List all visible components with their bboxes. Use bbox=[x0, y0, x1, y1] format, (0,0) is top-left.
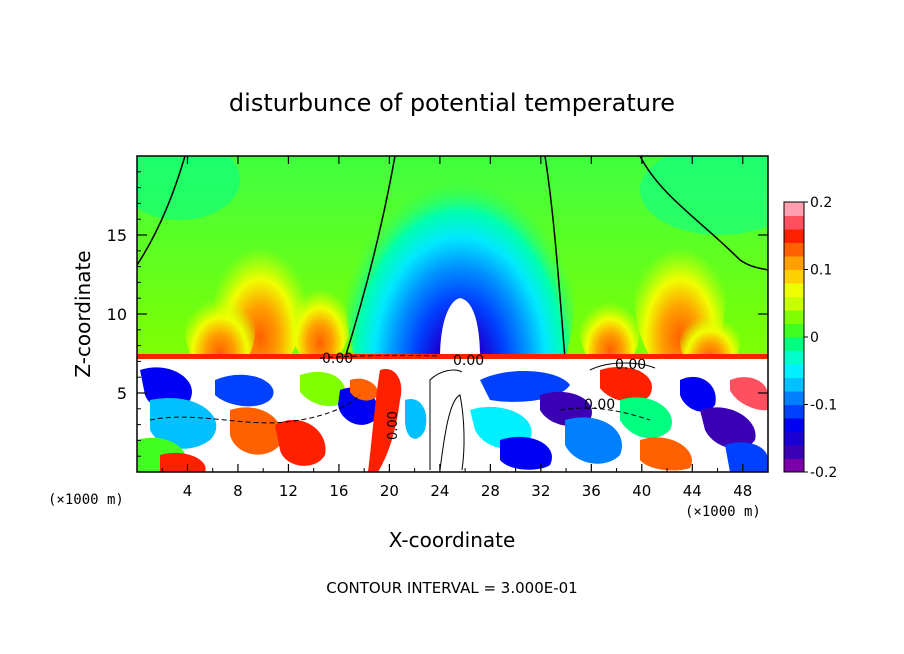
y-axis-label: Z-coordinate bbox=[71, 250, 95, 377]
colorbar-swatch bbox=[784, 283, 804, 297]
chart-title: disturbunce of potential temperature bbox=[229, 89, 675, 117]
y-tick-label: 15 bbox=[107, 226, 127, 245]
colorbar-swatch bbox=[784, 404, 804, 419]
colorbar-tick-label: 0.1 bbox=[810, 263, 832, 279]
y-tick-label: 5 bbox=[117, 384, 127, 403]
contour-label: 0.00 bbox=[615, 357, 646, 373]
turbulent-eddies bbox=[137, 366, 768, 472]
colorbar-swatch bbox=[784, 296, 804, 311]
colorbar-swatch bbox=[784, 350, 804, 365]
warm-plume-5 bbox=[580, 290, 640, 370]
colorbar-tick-label: -0.2 bbox=[810, 465, 837, 481]
colorbar-swatch bbox=[784, 391, 804, 405]
contour-line bbox=[589, 362, 656, 371]
colorbar-tick-label: 0 bbox=[810, 330, 819, 346]
z-unit-label: (×1000 m) bbox=[48, 492, 124, 508]
contour-line bbox=[429, 369, 463, 470]
contour-label: 0.00 bbox=[322, 351, 353, 367]
contour-label: 0.00 bbox=[386, 411, 401, 440]
x-tick-label: 36 bbox=[582, 482, 601, 500]
colorbar-swatch bbox=[784, 418, 804, 432]
warm-plume-2 bbox=[185, 285, 255, 375]
x-tick-label: 40 bbox=[632, 482, 651, 500]
colorbar bbox=[784, 202, 804, 473]
contour-label: 0.00 bbox=[453, 353, 484, 369]
contour-line bbox=[319, 354, 441, 359]
interface-band bbox=[137, 354, 768, 359]
x-axis-ticks: 4 8 12 16 20 24 28 32 36 40 44 48 bbox=[161, 156, 752, 500]
contour-label: 0.00 bbox=[584, 397, 615, 413]
colorbar-swatch bbox=[784, 242, 804, 257]
cool-region-left bbox=[137, 156, 240, 220]
cold-bubble-core bbox=[440, 298, 480, 358]
contour-line bbox=[639, 156, 768, 271]
warm-plume-3 bbox=[290, 275, 350, 365]
contour-line bbox=[344, 156, 396, 359]
colorbar-swatch bbox=[784, 445, 804, 459]
colorbar-swatch bbox=[784, 269, 804, 284]
contour-labels: 0.00 0.00 0.00 0.00 0.00 bbox=[322, 351, 646, 440]
colorbar-ticks: 0.2 0.1 0 -0.1 -0.2 bbox=[804, 195, 837, 481]
contour-interval: CONTOUR INTERVAL = 3.000E-01 bbox=[326, 579, 577, 597]
colorbar-swatch bbox=[784, 229, 804, 243]
x-tick-label: 12 bbox=[279, 482, 298, 500]
colorbar-swatch bbox=[784, 256, 804, 270]
x-tick-label: 48 bbox=[733, 482, 752, 500]
x-tick-label: 4 bbox=[183, 482, 193, 500]
colorbar-tick-label: 0.2 bbox=[810, 195, 832, 211]
x-tick-label: 20 bbox=[380, 482, 399, 500]
x-unit-label: (×1000 m) bbox=[685, 504, 761, 520]
x-tick-label: 8 bbox=[233, 482, 243, 500]
x-axis-label: X-coordinate bbox=[389, 528, 516, 552]
colorbar-tick-label: -0.1 bbox=[810, 398, 837, 414]
plot-area bbox=[137, 156, 768, 472]
x-tick-label: 24 bbox=[430, 482, 449, 500]
colorbar-swatch bbox=[784, 377, 804, 392]
colorbar-swatch bbox=[784, 431, 804, 446]
y-tick-label: 10 bbox=[107, 305, 127, 324]
contour-line bbox=[544, 156, 566, 359]
colorbar-swatch bbox=[784, 202, 804, 216]
x-tick-label: 44 bbox=[683, 482, 702, 500]
colorbar-swatch bbox=[784, 337, 804, 351]
colorbar-swatch bbox=[784, 215, 804, 230]
contour-line bbox=[137, 156, 186, 266]
x-tick-label: 16 bbox=[329, 482, 348, 500]
contour-line bbox=[439, 394, 465, 471]
cool-region-right bbox=[640, 156, 768, 235]
y-axis-ticks: 5 10 15 bbox=[107, 171, 768, 457]
x-tick-label: 32 bbox=[531, 482, 550, 500]
colorbar-swatch bbox=[784, 310, 804, 324]
colorbar-swatch bbox=[784, 364, 804, 378]
x-tick-label: 28 bbox=[481, 482, 500, 500]
contour-line bbox=[149, 394, 361, 424]
colorbar-swatch bbox=[784, 323, 804, 338]
contour-line bbox=[559, 407, 651, 421]
colorbar-swatch bbox=[784, 458, 804, 473]
